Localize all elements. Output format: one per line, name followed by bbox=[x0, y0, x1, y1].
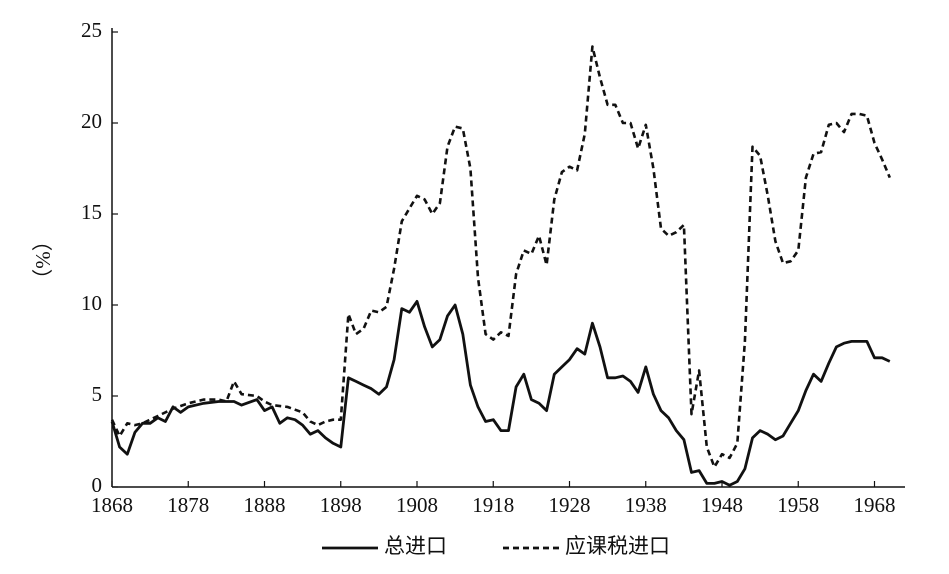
legend-label: 应课税进口 bbox=[565, 534, 670, 558]
series-line bbox=[110, 45, 891, 469]
legend-label: 总进口 bbox=[384, 534, 447, 558]
x-tick-label: 1868 bbox=[91, 493, 133, 517]
x-tick-label: 1938 bbox=[625, 493, 667, 517]
x-tick-label: 1898 bbox=[320, 493, 362, 517]
x-tick-label: 1888 bbox=[244, 493, 286, 517]
x-tick-label: 1908 bbox=[396, 493, 438, 517]
y-axis-label: （%） bbox=[31, 230, 55, 290]
y-tick-label: 20 bbox=[81, 109, 102, 133]
x-tick-label: 1918 bbox=[472, 493, 514, 517]
y-tick-label: 10 bbox=[81, 291, 102, 315]
y-tick-label: 0 bbox=[92, 473, 103, 497]
x-tick-label: 1968 bbox=[854, 493, 896, 517]
y-tick-label: 15 bbox=[81, 200, 102, 224]
x-tick-label: 1928 bbox=[549, 493, 591, 517]
y-tick-label: 25 bbox=[81, 18, 102, 42]
y-tick-label: 5 bbox=[92, 382, 103, 406]
series-line bbox=[110, 300, 891, 487]
x-tick-label: 1948 bbox=[701, 493, 743, 517]
x-tick-label: 1878 bbox=[167, 493, 209, 517]
x-tick-label: 1958 bbox=[777, 493, 819, 517]
